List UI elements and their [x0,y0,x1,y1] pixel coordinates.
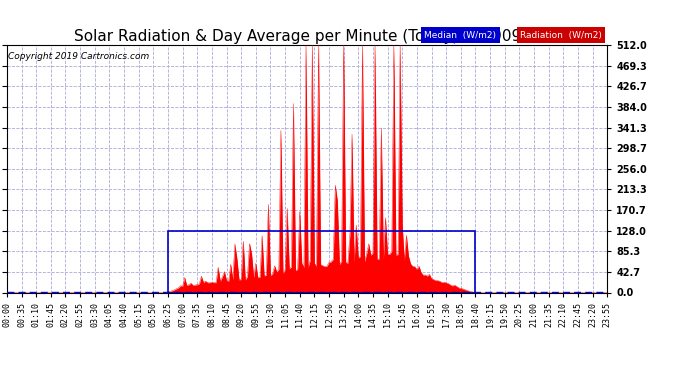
Text: Radiation  (W/m2): Radiation (W/m2) [520,31,602,40]
Bar [168,231,475,292]
Text: Median  (W/m2): Median (W/m2) [424,31,496,40]
Text: Copyright 2019 Cartronics.com: Copyright 2019 Cartronics.com [8,53,149,62]
Title: Solar Radiation & Day Average per Minute (Today) 20190906: Solar Radiation & Day Average per Minute… [74,29,540,44]
